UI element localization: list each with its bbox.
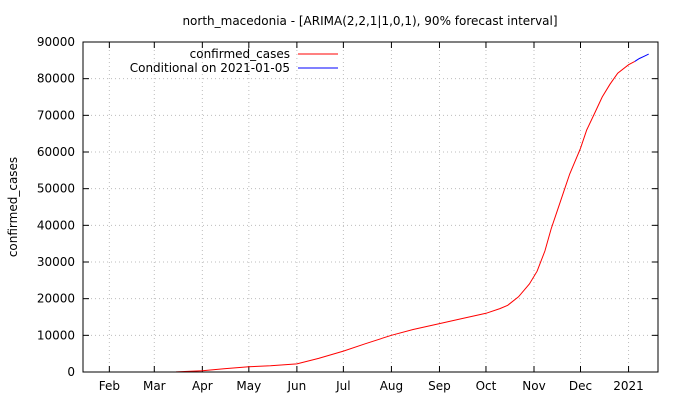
y-tick-label: 80000: [37, 72, 75, 86]
x-tick-label: Oct: [476, 379, 497, 393]
series-line-1: [148, 60, 636, 373]
x-tick-label: Jul: [335, 379, 350, 393]
series-lines: [148, 53, 649, 373]
y-tick-label: 60000: [37, 145, 75, 159]
plot-frame: [82, 41, 659, 373]
series-line-2: [634, 53, 649, 62]
x-tick-label: 2021: [613, 379, 644, 393]
y-tick-label: 90000: [37, 35, 75, 49]
y-tick-label: 40000: [37, 218, 75, 232]
x-tick-label: Feb: [99, 379, 120, 393]
y-axis-label: confirmed_cases: [6, 157, 20, 257]
x-tick-label: May: [236, 379, 261, 393]
x-tick-label: Apr: [192, 379, 213, 393]
x-tick-label: Sep: [428, 379, 451, 393]
chart-title: north_macedonia - [ARIMA(2,2,1|1,0,1), 9…: [182, 14, 557, 28]
y-tick-label: 50000: [37, 182, 75, 196]
x-tick-label: Mar: [143, 379, 166, 393]
axes: 0 10000 20000 30000 40000 50000 60000 70000 8000…: [37, 35, 658, 393]
y-tick-label: 0: [67, 365, 75, 379]
y-tick-label: 20000: [37, 292, 75, 306]
y-tick-label: 30000: [37, 255, 75, 269]
x-tick-label: Aug: [380, 379, 403, 393]
y-tick-label: 70000: [37, 108, 75, 122]
x-tick-label: Jun: [287, 379, 307, 393]
grid: [83, 42, 658, 372]
legend-label-2: Conditional on 2021-01-05: [130, 61, 290, 75]
legend-label-1: confirmed_cases: [190, 47, 290, 61]
x-tick-label: Dec: [569, 379, 592, 393]
x-tick-label: Nov: [522, 379, 545, 393]
y-tick-label: 10000: [37, 328, 75, 342]
